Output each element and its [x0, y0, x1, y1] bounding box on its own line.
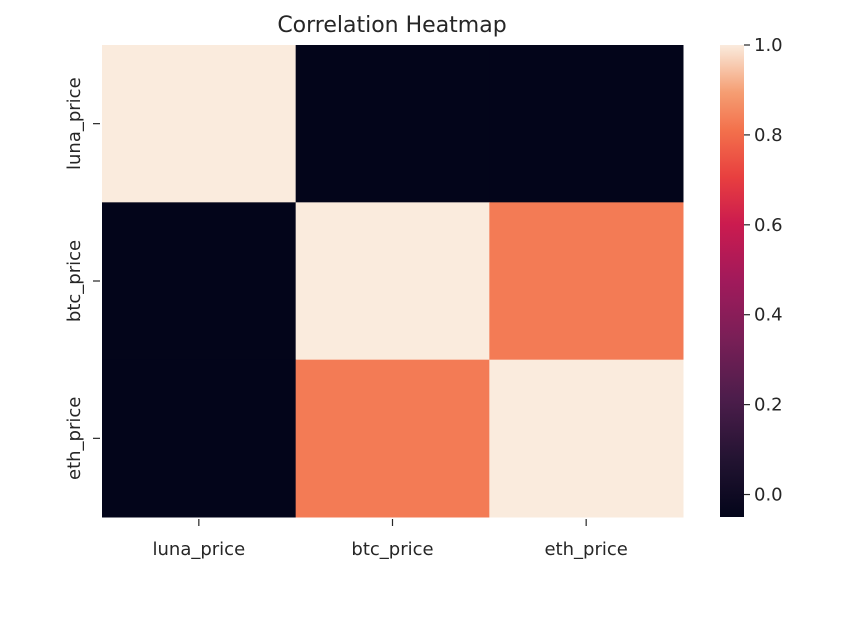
x-tick-label: btc_price	[351, 539, 433, 560]
heatmap-cell-eth_price-luna_price	[102, 359, 297, 518]
heatmap-cell-eth_price-eth_price	[489, 359, 684, 518]
heatmap-cell-luna_price-eth_price	[489, 45, 684, 203]
heatmap-cell-luna_price-btc_price	[295, 45, 490, 203]
y-tick-label: luna_price	[64, 77, 85, 170]
y-tick-label: btc_price	[64, 240, 85, 322]
colorbar-tick-label: 0.4	[754, 305, 783, 326]
x-axis: luna_price btc_price eth_price	[153, 519, 628, 560]
heatmap-cells	[102, 45, 684, 518]
colorbar	[720, 45, 744, 517]
heatmap-cell-btc_price-eth_price	[489, 202, 684, 361]
x-tick-label: luna_price	[153, 539, 246, 560]
colorbar-tick-label: 0.2	[754, 395, 783, 416]
y-tick-label: eth_price	[64, 397, 85, 480]
heatmap-cell-btc_price-luna_price	[102, 202, 297, 361]
colorbar-tick-label: 0.6	[754, 215, 783, 236]
colorbar-tick-label: 1.0	[754, 35, 783, 56]
heatmap-cell-btc_price-btc_price	[295, 202, 490, 361]
y-axis: luna_price btc_price eth_price	[64, 77, 100, 480]
chart-title: Correlation Heatmap	[277, 13, 506, 38]
heatmap-cell-luna_price-luna_price	[102, 45, 297, 203]
colorbar-tick-label: 0.0	[754, 485, 783, 506]
heatmap-cell-eth_price-btc_price	[295, 359, 490, 518]
colorbar-tick-label: 0.8	[754, 125, 783, 146]
colorbar-axis: 0.0 0.2 0.4 0.6 0.8 1.0	[744, 35, 783, 506]
x-tick-label: eth_price	[544, 539, 627, 560]
